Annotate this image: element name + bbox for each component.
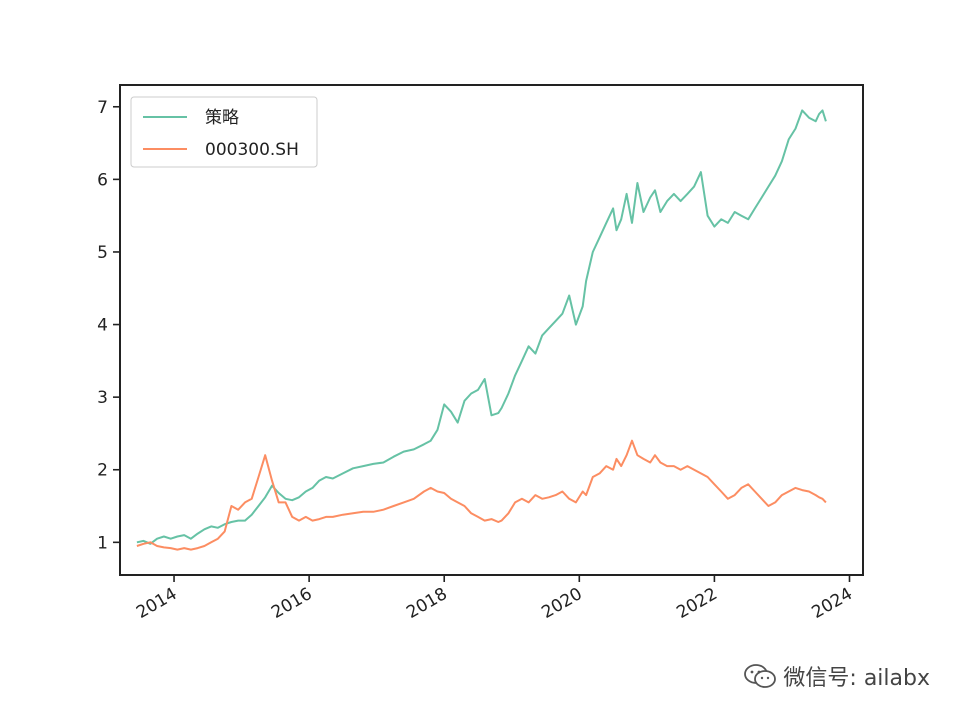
- y-tick-label: 6: [97, 170, 108, 190]
- wechat-icon: [744, 664, 777, 688]
- y-tick-label: 3: [97, 388, 108, 408]
- x-tick-label: 2014: [133, 584, 180, 623]
- x-tick-label: 2016: [268, 584, 315, 623]
- y-tick-label: 5: [97, 243, 108, 263]
- series-line-0: [136, 109, 827, 545]
- y-tick-label: 1: [97, 533, 108, 553]
- x-tick-label: 2024: [809, 584, 856, 623]
- y-tick-label: 7: [97, 98, 108, 118]
- legend-label: 000300.SH: [205, 140, 299, 160]
- y-tick-label: 2: [97, 461, 108, 481]
- y-tick-label: 4: [97, 316, 108, 336]
- y-axis: 1 2 3 4 5 6 7: [97, 98, 120, 553]
- legend: 策略 000300.SH: [130, 96, 318, 168]
- x-tick-label: 2018: [403, 584, 450, 623]
- series-line-1: [136, 439, 827, 551]
- plot-frame: [119, 84, 864, 576]
- x-tick-label: 2020: [538, 584, 585, 623]
- watermark-text: 微信号: ailabx: [783, 666, 930, 691]
- series-layer: [136, 109, 827, 551]
- x-tick-label: 2022: [673, 584, 720, 623]
- x-axis: 2014 2016 2018 2020 2022 2024: [133, 575, 856, 623]
- legend-label: 策略: [205, 108, 239, 128]
- watermark: 微信号: ailabx: [743, 660, 930, 692]
